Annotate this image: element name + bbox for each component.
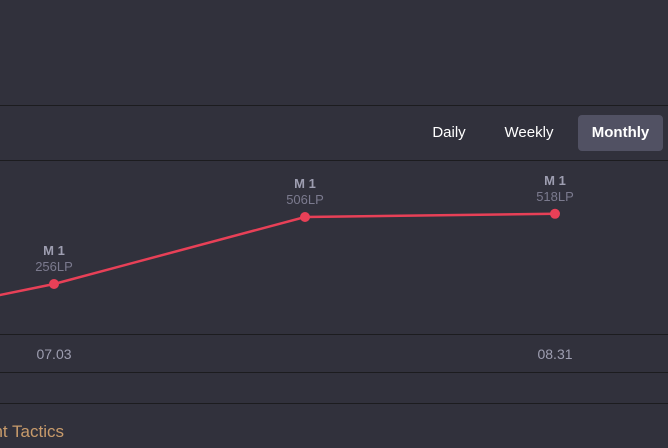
data-point[interactable] — [49, 279, 59, 289]
divider — [0, 105, 668, 106]
divider — [0, 372, 668, 373]
footer-row: ght Tactics — [0, 404, 668, 448]
lp-value-label: 518LP — [536, 189, 574, 204]
tab-weekly[interactable]: Weekly — [504, 124, 554, 141]
period-tabs: Daily Weekly Monthly — [0, 106, 668, 160]
game-mode-title[interactable]: ght Tactics — [0, 422, 65, 441]
lp-chart: M 1 256LP M 1 506LP M 1 518LP — [0, 161, 668, 334]
divider — [0, 403, 668, 404]
x-tick-label: 07.03 — [36, 346, 72, 362]
tab-daily[interactable]: Daily — [432, 124, 466, 141]
tier-label: M 1 — [43, 243, 65, 258]
data-point[interactable] — [300, 212, 310, 222]
data-point[interactable] — [550, 208, 560, 219]
x-tick-label: 08.31 — [537, 346, 573, 362]
header-area — [0, 0, 668, 105]
tier-label: M 1 — [544, 173, 566, 188]
x-axis: 07.03 08.31 — [0, 335, 668, 372]
tier-label: M 1 — [294, 176, 316, 191]
divider — [0, 160, 668, 161]
tab-monthly[interactable]: Monthly — [578, 115, 663, 151]
divider — [0, 334, 668, 335]
lp-value-label: 256LP — [35, 259, 73, 274]
series-line — [0, 212, 556, 297]
lp-value-label: 506LP — [286, 192, 324, 207]
